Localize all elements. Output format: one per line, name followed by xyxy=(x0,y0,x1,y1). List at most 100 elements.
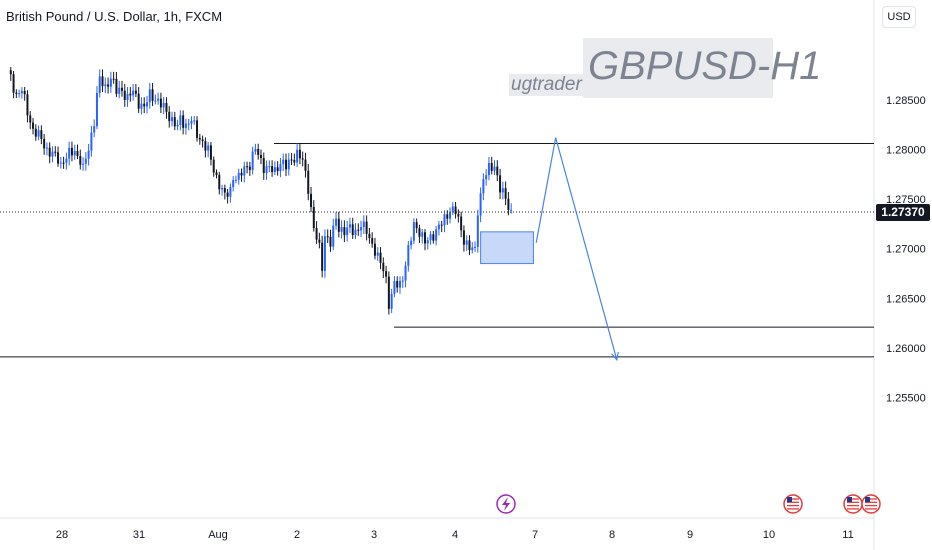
candle-body xyxy=(95,92,98,127)
candle-body xyxy=(510,209,513,211)
candle-body xyxy=(304,159,307,171)
candle-body xyxy=(326,236,329,238)
candle-body xyxy=(340,227,343,232)
candle-body xyxy=(487,163,490,176)
candle-body xyxy=(337,218,340,232)
candle-body xyxy=(296,149,299,163)
candle-body xyxy=(429,234,432,241)
time-tick-label: 4 xyxy=(452,529,458,541)
candle-body xyxy=(371,238,374,244)
candle-body xyxy=(259,154,262,159)
candle-body xyxy=(421,232,424,237)
candle-body xyxy=(449,211,452,219)
candle-body xyxy=(482,179,485,194)
symbol-title: British Pound / U.S. Dollar, 1h, FXCM xyxy=(6,9,223,24)
candle-body xyxy=(221,188,224,190)
candle-body xyxy=(307,170,310,194)
candle-body xyxy=(204,141,207,151)
candle-body xyxy=(9,70,12,75)
candle-body xyxy=(462,230,465,245)
candle-body xyxy=(351,224,354,236)
time-tick-label: 3 xyxy=(371,529,377,541)
candle-body xyxy=(207,145,210,151)
candle-body xyxy=(48,147,51,157)
candle-body xyxy=(57,152,60,164)
candle-body xyxy=(354,229,357,236)
candle-body xyxy=(84,158,87,164)
candle-body xyxy=(26,94,29,116)
demand-zone-rect[interactable] xyxy=(480,231,534,265)
candle-body xyxy=(93,126,96,133)
candle-body xyxy=(62,162,65,164)
candle-body xyxy=(107,84,110,87)
candle-body xyxy=(387,276,390,309)
candle-body xyxy=(146,102,148,107)
candle-body xyxy=(501,188,504,193)
candle-body xyxy=(37,130,40,137)
time-tick-label: Aug xyxy=(208,529,228,541)
candle-body xyxy=(385,271,388,277)
price-axis[interactable]: 1.28500 1.28000 1.27500 1.27000 1.26500 1.260… xyxy=(886,95,926,405)
candle-body xyxy=(193,120,196,122)
candle-body xyxy=(157,98,160,101)
candle-body xyxy=(282,159,285,165)
candle-body xyxy=(79,156,82,165)
candle-body xyxy=(499,175,502,193)
lightning-event-icon[interactable] xyxy=(496,494,516,514)
candle-body xyxy=(285,159,287,170)
projection-line[interactable] xyxy=(535,137,618,360)
us-flag-event-icon[interactable] xyxy=(783,494,803,514)
candle-body xyxy=(451,206,454,212)
price-tick-label: 1.28000 xyxy=(886,145,926,157)
candle-body xyxy=(310,193,313,208)
candle-body xyxy=(120,87,123,91)
candle-body xyxy=(493,166,496,171)
candle-body xyxy=(68,147,71,159)
candle-body xyxy=(98,76,101,93)
candle-body xyxy=(243,166,246,176)
candle-body xyxy=(410,240,413,246)
candle-body xyxy=(268,166,271,168)
candle-body xyxy=(396,281,399,288)
candle-body xyxy=(504,188,507,199)
candle-body xyxy=(76,151,79,157)
candle-body xyxy=(187,123,190,125)
time-axis[interactable]: 28 31 Aug 2 3 4 7 8 9 10 11 xyxy=(56,529,854,541)
candle-body xyxy=(118,87,121,94)
candle-body xyxy=(179,115,182,125)
candle-body xyxy=(173,117,176,127)
candle-body xyxy=(54,151,57,153)
candle-body xyxy=(401,280,404,282)
candle-body xyxy=(298,149,301,159)
candle-body xyxy=(312,207,315,229)
candle-body xyxy=(496,166,499,176)
time-tick-label: 9 xyxy=(687,529,693,541)
candle-body xyxy=(273,167,276,173)
projection-path xyxy=(535,137,619,362)
candle-body xyxy=(226,192,229,197)
price-tick-label: 1.27000 xyxy=(886,244,926,256)
candle-body xyxy=(262,158,265,174)
candle-body xyxy=(393,281,396,294)
candle-body xyxy=(218,174,221,190)
candle-body xyxy=(446,214,449,219)
candle-body xyxy=(323,236,326,271)
price-tick-label: 1.26000 xyxy=(886,343,926,355)
candle-body xyxy=(251,151,254,170)
event-markers[interactable] xyxy=(496,494,881,514)
candle-body xyxy=(318,239,321,243)
flag-event-icon[interactable] xyxy=(843,494,863,514)
candle-body xyxy=(468,240,471,251)
flag-event-icon[interactable] xyxy=(861,494,881,514)
candle-body xyxy=(246,166,249,168)
candlestick-series xyxy=(9,67,513,315)
candle-body xyxy=(437,224,440,230)
time-tick-label: 31 xyxy=(133,529,145,541)
candle-body xyxy=(209,145,212,160)
currency-button[interactable]: USD xyxy=(882,6,916,28)
time-tick-label: 11 xyxy=(842,529,853,541)
candle-body xyxy=(418,228,421,237)
candle-body xyxy=(32,122,35,129)
candle-body xyxy=(293,160,296,163)
